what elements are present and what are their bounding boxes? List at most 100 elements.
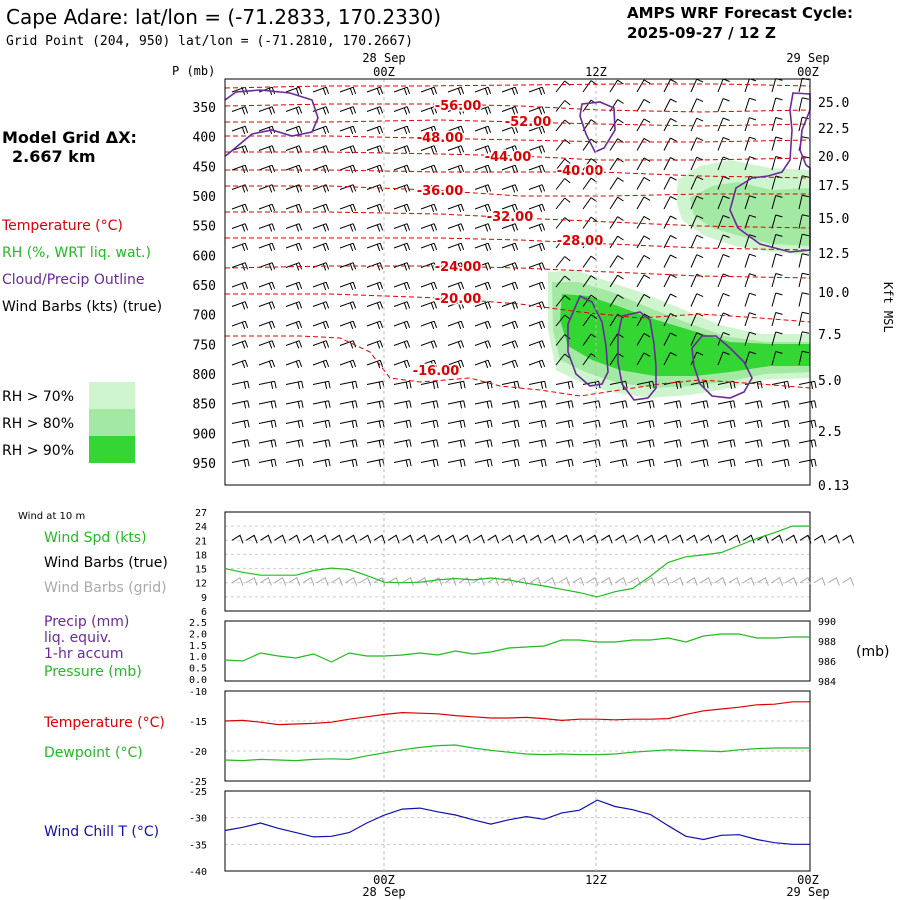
wind-chill-label: Wind Chill T (°C) — [44, 824, 159, 840]
wind-barb — [420, 145, 438, 154]
wind-barb — [258, 106, 276, 115]
wind-barb — [285, 281, 303, 291]
wind-barb — [420, 281, 438, 291]
wind-barb — [474, 203, 492, 213]
wind-barb — [528, 86, 546, 96]
wind-barb — [582, 314, 598, 327]
height-ticks: 25.0 22.5 20.0 17.5 15.0 12.5 10.0 7.5 5.0 2.5 0.1… — [818, 96, 849, 494]
wind-barb — [690, 78, 704, 93]
wind-barb — [285, 320, 303, 330]
wind-barb — [474, 145, 492, 154]
wind-barb — [744, 419, 763, 428]
wind-barb — [717, 117, 730, 132]
temperature-tick-label: -20 — [189, 747, 207, 758]
legend-rh90-swatch — [89, 436, 135, 463]
wind-barb — [744, 458, 763, 467]
wind-barb — [663, 352, 677, 366]
wind-barb — [744, 312, 757, 327]
wind-barb — [474, 125, 492, 135]
pressure-tick-label: 950 — [193, 457, 216, 472]
wind-barb — [447, 439, 466, 448]
wind-barb — [636, 332, 651, 346]
wind-barb — [663, 79, 677, 93]
wind-barb — [528, 458, 547, 467]
wind-barb — [231, 340, 249, 349]
wind-barb — [285, 223, 303, 232]
wind-barb — [609, 118, 624, 132]
isotherm-line — [225, 185, 810, 197]
wind-barb — [663, 274, 677, 288]
time-series-panels: 6 9 12 15 18 21 24 27 0.00.51.01.52.02.5 984 986 98… — [189, 508, 855, 878]
wind-barb — [285, 340, 303, 349]
wind-barb — [258, 223, 276, 232]
wind-barb — [771, 419, 790, 428]
wind-barb — [798, 233, 810, 249]
wind-barb — [339, 86, 357, 96]
wind-barb — [744, 439, 763, 448]
precip-tick-label: 0.5 — [189, 664, 207, 675]
rh-80-upper-region — [690, 182, 810, 246]
wind-barb — [501, 106, 519, 115]
wind-barb — [231, 320, 249, 330]
wind-barb — [366, 106, 384, 115]
wind-barb — [285, 419, 304, 428]
pressure-unit: (mb) — [856, 644, 889, 660]
wind-barb — [285, 242, 303, 252]
wind-barb — [690, 419, 709, 428]
wind-barb — [447, 223, 465, 232]
wind-barb — [420, 439, 439, 448]
height-tick-label: 7.5 — [818, 328, 841, 343]
height-tick-label: 5.0 — [818, 374, 841, 389]
bottom-time-label-00z: 00Z — [373, 873, 395, 887]
cloud-outline — [617, 311, 657, 401]
wind-barb — [636, 235, 651, 249]
wind-barb — [285, 106, 303, 115]
wind-barb — [393, 242, 411, 252]
wind-barb — [798, 458, 817, 467]
wind-barb — [663, 439, 682, 448]
wind-barb — [366, 203, 384, 213]
pressure-tick-label: 800 — [193, 368, 216, 383]
wind-barb — [285, 203, 303, 213]
temperature-line — [224, 701, 810, 726]
dewpoint-label: Dewpoint (°C) — [44, 745, 143, 761]
wind-barb — [771, 97, 783, 112]
pressure-tick-label: 400 — [193, 131, 216, 146]
wind-barb — [231, 242, 249, 252]
wind-barb — [528, 320, 546, 330]
wind-barb — [474, 301, 492, 310]
wind-barb — [393, 340, 411, 349]
cross-section-panel: -56.00 -52.00 -48.00 -44.00 -40.00 -36.0… — [224, 77, 817, 485]
wind-barb — [312, 301, 330, 310]
wind-tick-label: 9 — [201, 593, 207, 604]
wind-barb — [420, 400, 439, 409]
wind-barb — [555, 458, 574, 467]
wind-barb — [339, 439, 358, 448]
wind-barb — [285, 86, 303, 96]
wind-barbs-true-label: Wind Barbs (true) — [44, 555, 168, 571]
wind-chill-tick-label: -40 — [189, 867, 207, 878]
wind-barb — [771, 195, 783, 210]
height-tick-label: 22.5 — [818, 122, 849, 137]
wind-barb — [393, 281, 411, 291]
wind-barb — [717, 400, 736, 409]
wind-chill-tick-label: -35 — [189, 840, 207, 851]
wind-barb — [771, 292, 783, 307]
wind-barb — [609, 458, 628, 467]
wind-barb — [366, 301, 384, 310]
top-time-label-12z: 12Z — [585, 65, 607, 79]
wind-barb — [636, 118, 651, 132]
wind-barb — [231, 301, 249, 310]
isotherm-line — [224, 103, 811, 113]
wind-barb — [717, 351, 730, 366]
wind-barb — [555, 256, 571, 268]
legend-cloud: Cloud/Precip Outline — [2, 272, 145, 288]
wind-barb — [690, 293, 704, 307]
wind-barb — [447, 400, 466, 409]
temperature-tick-label: -15 — [189, 717, 207, 728]
precip-tick-label: 2.0 — [189, 629, 207, 640]
wind-barb — [312, 458, 331, 467]
wind-barb — [447, 184, 465, 193]
wind-barb — [366, 164, 384, 174]
wind-barb — [771, 273, 783, 288]
